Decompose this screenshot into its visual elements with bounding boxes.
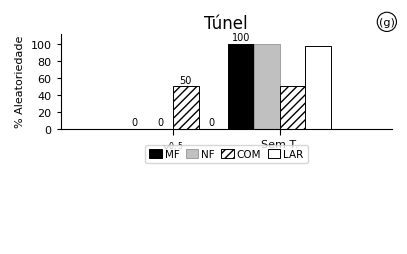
Text: (g): (g) — [379, 18, 395, 28]
Bar — [280, 87, 305, 129]
Y-axis label: % Aleatoriedade: % Aleatoriedade — [15, 36, 25, 128]
Bar — [228, 44, 254, 129]
Text: 0: 0 — [208, 118, 214, 128]
Text: 100: 100 — [232, 33, 250, 43]
Text: 0: 0 — [131, 118, 138, 128]
Text: 0: 0 — [157, 118, 163, 128]
Bar — [305, 47, 331, 129]
Title: Túnel: Túnel — [204, 15, 248, 33]
Text: 50: 50 — [179, 76, 192, 86]
Legend: MF, NF, COM, LAR: MF, NF, COM, LAR — [145, 145, 308, 164]
Bar — [173, 87, 199, 129]
Bar — [254, 44, 280, 129]
